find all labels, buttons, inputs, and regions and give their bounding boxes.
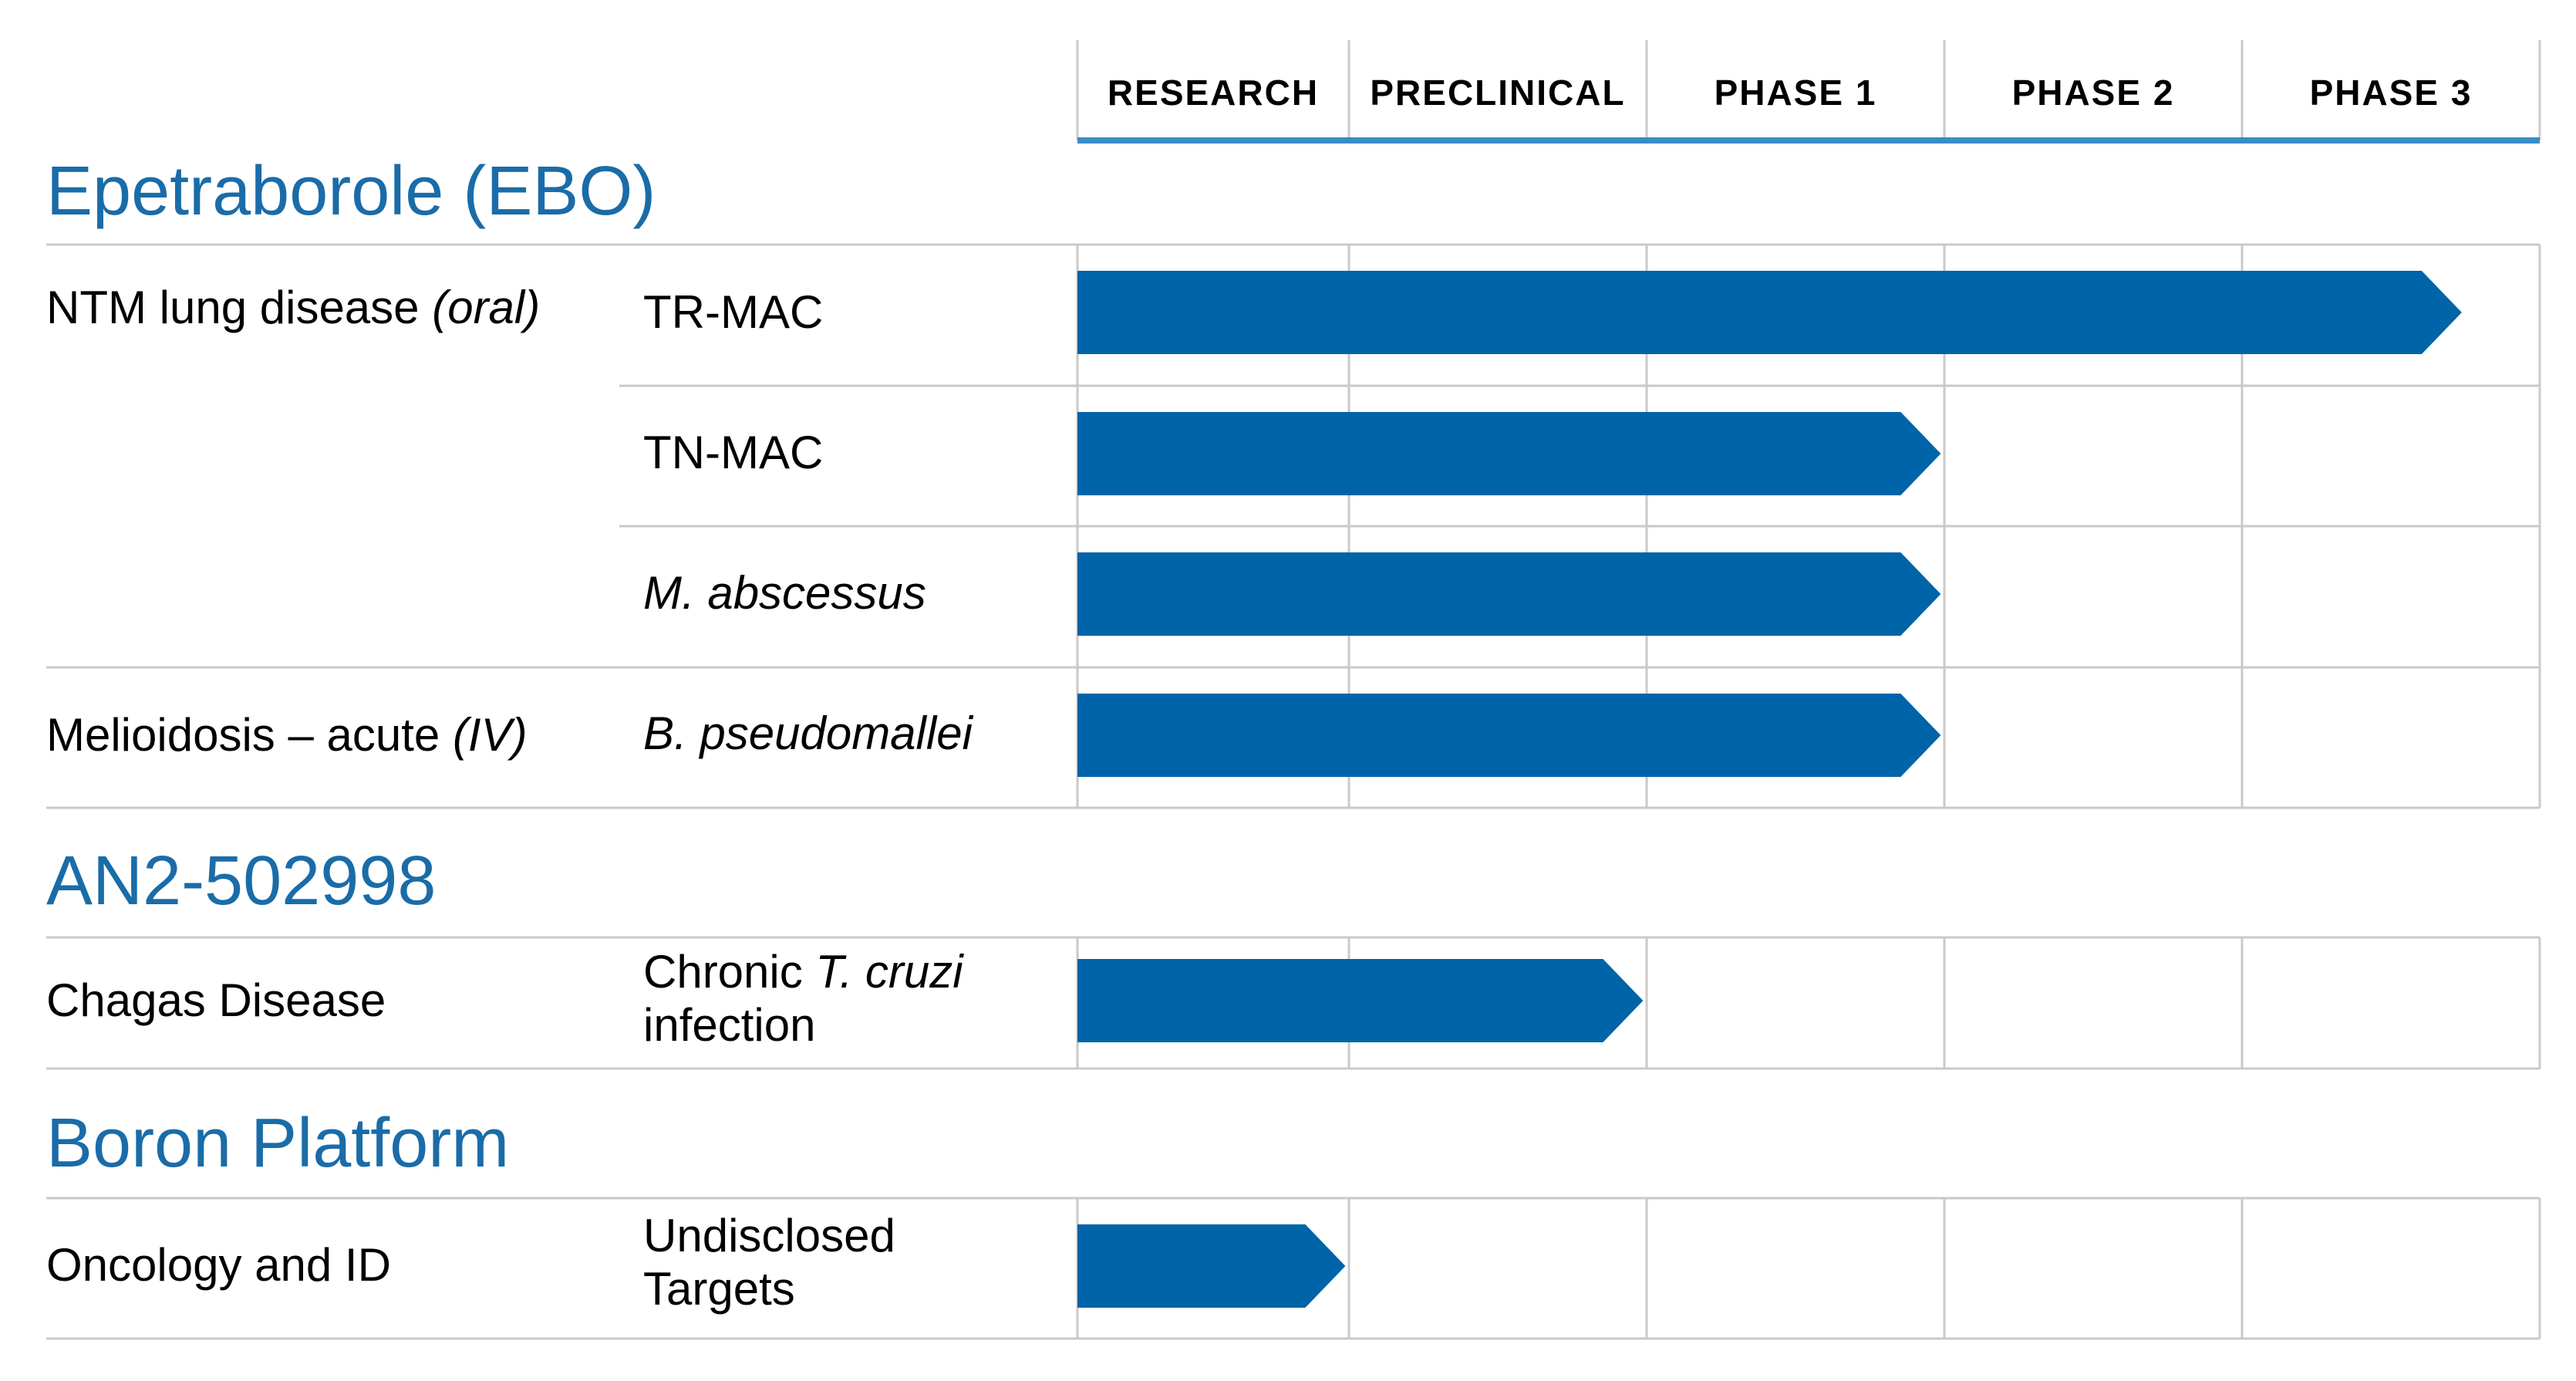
target-text: Undisclosed <box>643 1210 895 1261</box>
target-italic-text: T. cruzi <box>815 946 963 998</box>
target-line2: Targets <box>643 1263 795 1315</box>
progress-bar-6 <box>1077 1224 1346 1308</box>
phase-header-research: RESEARCH <box>1107 73 1320 113</box>
progress-bar-2 <box>1077 412 1941 495</box>
indication-text: Chagas Disease <box>46 974 386 1026</box>
progress-bar-5 <box>1077 959 1644 1042</box>
indication-text: Melioidosis – acute <box>46 709 440 761</box>
indication-text: NTM lung disease <box>46 282 420 333</box>
phase-header-preclinical: PRECLINICAL <box>1370 73 1626 113</box>
target-b-pseudomallei: B. pseudomallei <box>643 707 973 760</box>
section-title-boron-platform: Boron Platform <box>46 1105 510 1182</box>
target-t-cruzi: Chronic T. cruzi infection <box>643 945 963 1052</box>
phase-header-phase2: PHASE 2 <box>2011 73 2175 113</box>
target-text: B. pseudomallei <box>643 707 973 759</box>
target-text: M. abscessus <box>643 567 926 619</box>
target-m-abscessus: M. abscessus <box>643 566 926 620</box>
section-title-epetraborole: Epetraborole (EBO) <box>46 153 656 230</box>
phase-header-phase3: PHASE 3 <box>2309 73 2473 113</box>
progress-bar-4 <box>1077 694 1941 777</box>
target-undisclosed: Undisclosed Targets <box>643 1209 895 1315</box>
target-text: Chronic <box>643 946 803 998</box>
target-tn-mac: TN-MAC <box>643 426 823 479</box>
progress-bar-3 <box>1077 552 1941 636</box>
indication-route: (IV) <box>452 709 528 761</box>
target-text: TN-MAC <box>643 427 824 478</box>
target-line2: infection <box>643 999 816 1051</box>
target-text: TR-MAC <box>643 286 824 338</box>
indication-route: (oral) <box>432 282 541 333</box>
target-tr-mac: TR-MAC <box>643 285 823 339</box>
section-title-an2-502998: AN2-502998 <box>46 842 437 920</box>
indication-oncology-id: Oncology and ID <box>46 1238 391 1292</box>
indication-melioidosis: Melioidosis – acute (IV) <box>46 708 528 761</box>
phase-header-phase1: PHASE 1 <box>1714 73 1877 113</box>
indication-ntm-lung-disease: NTM lung disease (oral) <box>46 281 540 334</box>
indication-text: Oncology and ID <box>46 1239 391 1291</box>
indication-chagas-disease: Chagas Disease <box>46 974 386 1027</box>
progress-bar-1 <box>1077 271 2462 354</box>
